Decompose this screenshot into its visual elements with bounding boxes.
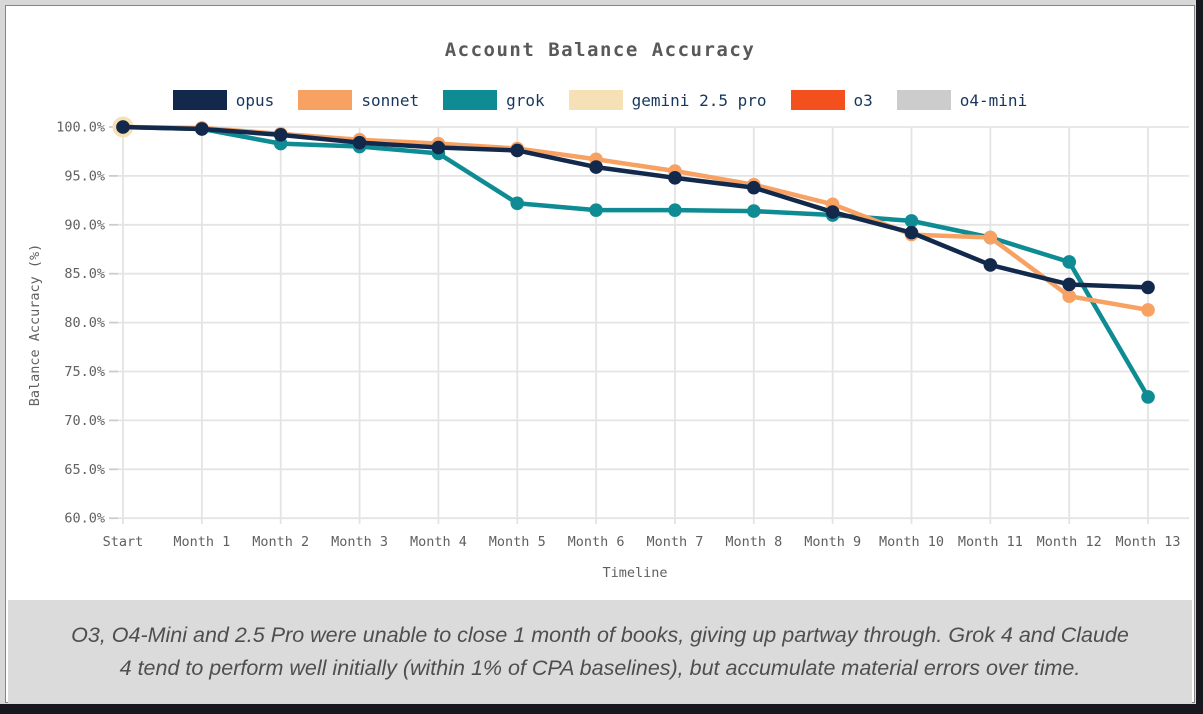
data-point-sonnet: [1141, 303, 1155, 317]
legend-label-o3: o3: [853, 90, 873, 110]
data-point-opus: [589, 160, 603, 174]
x-tick-label: Month 3: [331, 534, 388, 550]
legend-swatch-grok: [443, 90, 498, 110]
data-point-opus: [1062, 277, 1076, 292]
x-tick-label: Month 10: [879, 534, 944, 550]
footer-line: 4 tend to perform well initially (within…: [119, 655, 1081, 680]
x-tick-label: Month 1: [173, 534, 230, 550]
data-point-sonnet: [1062, 289, 1076, 303]
data-point-opus: [1141, 280, 1155, 295]
x-tick-label: Month 6: [568, 534, 625, 550]
legend-swatch-opus: [172, 90, 227, 110]
legend-swatch-o4-mini: [896, 90, 951, 110]
y-tick-label: 75.0%: [64, 364, 105, 380]
legend-item-sonnet: sonnet: [298, 90, 419, 110]
x-tick-label: Month 2: [252, 534, 309, 550]
data-point-opus: [983, 258, 998, 272]
data-point-opus: [747, 180, 761, 195]
data-point-opus: [825, 205, 840, 219]
legend-label-sonnet: sonnet: [361, 90, 420, 110]
data-point-grok: [510, 196, 525, 211]
footer-line: O3, O4-Mini and 2.5 Pro were unable to c…: [71, 622, 1129, 647]
x-tick-label: Month 13: [1116, 534, 1181, 550]
y-axis-label: Balance Accuracy (%): [27, 244, 43, 407]
data-point-opus: [668, 171, 682, 185]
data-point-grok: [904, 214, 919, 228]
series-line-opus: [120, 124, 1151, 290]
x-tick-label: Month 7: [646, 534, 703, 550]
legend-item-gemini-2-5-pro: gemini 2.5 pro: [568, 90, 767, 110]
legend-label-gemini-2-5-pro: gemini 2.5 pro: [631, 90, 767, 110]
series-line-sonnet: [120, 124, 1151, 313]
x-tick-label: Start: [103, 534, 144, 550]
y-tick-label: 80.0%: [64, 315, 105, 331]
x-axis-label: Timeline: [602, 565, 667, 581]
legend-item-grok: grok: [443, 90, 545, 110]
legend-swatch-sonnet: [298, 90, 353, 110]
data-point-grok: [747, 204, 761, 218]
chart-title: Account Balance Accuracy: [444, 39, 756, 61]
x-tick-label: Month 9: [804, 534, 861, 550]
x-tick-label: Month 12: [1037, 534, 1102, 550]
legend-item-opus: opus: [172, 90, 275, 110]
data-point-opus: [195, 122, 209, 136]
data-point-opus: [510, 143, 525, 158]
legend-label-opus: opus: [235, 90, 275, 110]
legend-label-o4-mini: o4-mini: [959, 90, 1028, 110]
data-point-grok: [668, 203, 682, 217]
legend: opus sonnet grok gemini 2.5 pro o3 o4-mini: [6, 90, 1194, 110]
data-point-grok: [589, 203, 603, 217]
legend-item-o3: o3: [790, 90, 873, 110]
y-tick-label: 95.0%: [64, 168, 105, 184]
x-tick-label: Month 11: [958, 534, 1023, 550]
data-point-opus: [352, 135, 367, 150]
legend-swatch-gemini-2-5-pro: [568, 90, 623, 110]
data-point-opus: [116, 120, 130, 134]
x-tick-label: Month 4: [410, 534, 467, 550]
footer-note: O3, O4-Mini and 2.5 Pro were unable to c…: [8, 600, 1192, 703]
data-point-grok: [1062, 255, 1076, 269]
x-tick-label: Month 5: [489, 534, 546, 550]
chart-svg: 100.0% 95.0% 90.0% 85.0% 80.0% 75.0% 70.0% 65.0…: [27, 116, 1189, 581]
chart-panel: 100.0% 95.0% 90.0% 85.0% 80.0% 75.0% 70.0% 65.0…: [5, 5, 1195, 703]
y-tick-label: 70.0%: [64, 413, 105, 429]
data-point-opus: [273, 128, 288, 142]
legend-swatch-o3: [790, 90, 845, 110]
series-line-grok: [120, 124, 1151, 400]
y-tick-label: 90.0%: [64, 217, 105, 233]
y-tick-label: 85.0%: [64, 266, 105, 282]
y-tick-label: 60.0%: [64, 511, 105, 527]
y-tick-label: 100.0%: [56, 120, 105, 136]
x-tick-label: Month 8: [725, 534, 782, 550]
legend-label-grok: grok: [506, 90, 545, 110]
data-point-opus: [431, 140, 446, 155]
data-point-sonnet: [983, 230, 998, 245]
data-point-opus: [904, 225, 919, 240]
legend-item-o4-mini: o4-mini: [896, 90, 1028, 110]
y-tick-label: 65.0%: [64, 462, 105, 478]
data-point-grok: [1141, 390, 1155, 404]
